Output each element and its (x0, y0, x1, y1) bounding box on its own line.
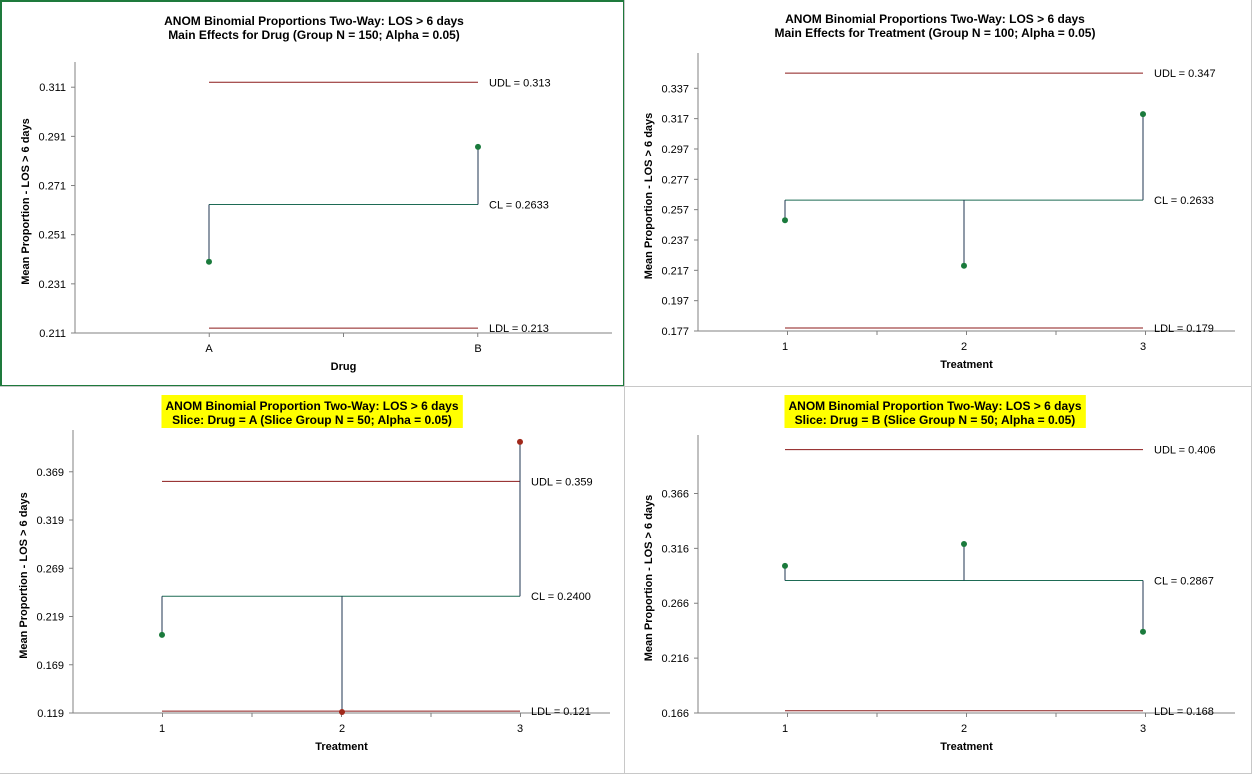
cl-label: CL = 0.2633 (489, 199, 549, 211)
y-tick-label: 0.369 (36, 467, 64, 479)
data-point (159, 631, 165, 638)
x-axis-title: Treatment (940, 741, 993, 753)
chart-subtitle: Main Effects for Drug (Group N = 150; Al… (168, 28, 460, 42)
udl-label: UDL = 0.347 (1154, 68, 1216, 80)
cl-label: CL = 0.2633 (1154, 195, 1214, 207)
y-tick-label: 0.211 (39, 328, 66, 340)
x-tick-label: 3 (1140, 723, 1146, 735)
x-tick-label: A (205, 343, 213, 355)
chart-panel-treatment-main-effects: ANOM Binomial Proportions Two-Way: LOS >… (625, 0, 1252, 387)
y-axis-title: Mean Proportion - LOS > 6 days (18, 492, 30, 659)
anom-chart-1: ANOM Binomial Proportions Two-Way: LOS >… (643, 12, 1235, 371)
y-tick-label: 0.177 (661, 326, 689, 338)
chart-subtitle: Slice: Drug = B (Slice Group N = 50; Alp… (795, 413, 1076, 427)
y-tick-label: 0.317 (661, 114, 689, 126)
horizontal-divider (0, 386, 1252, 387)
data-point (961, 262, 967, 269)
y-tick-label: 0.297 (661, 144, 689, 156)
x-tick-label: B (474, 343, 481, 355)
y-tick-label: 0.316 (661, 543, 689, 555)
y-tick-label: 0.197 (661, 296, 689, 308)
ldl-label: LDL = 0.179 (1154, 323, 1214, 335)
y-tick-label: 0.231 (38, 279, 66, 291)
chart-subtitle: Slice: Drug = A (Slice Group N = 50; Alp… (172, 413, 452, 427)
data-point (782, 217, 788, 224)
y-tick-label: 0.166 (661, 708, 689, 720)
x-tick-label: 1 (782, 341, 788, 353)
y-tick-label: 0.169 (36, 660, 64, 672)
y-axis-title: Mean Proportion - LOS > 6 days (643, 113, 655, 280)
chart-title: ANOM Binomial Proportions Two-Way: LOS >… (164, 14, 464, 28)
y-tick-label: 0.337 (661, 83, 689, 95)
y-tick-label: 0.119 (37, 708, 64, 720)
data-point (782, 562, 788, 569)
y-tick-label: 0.311 (39, 82, 66, 94)
x-tick-label: 2 (961, 723, 967, 735)
data-point (1140, 111, 1146, 118)
data-point (206, 258, 212, 265)
y-tick-label: 0.291 (38, 131, 66, 143)
y-tick-label: 0.271 (38, 181, 66, 193)
x-tick-label: 2 (961, 341, 967, 353)
udl-label: UDL = 0.313 (489, 77, 551, 89)
vertical-divider (624, 0, 625, 774)
ldl-label: LDL = 0.121 (531, 706, 591, 718)
cl-label: CL = 0.2400 (531, 591, 591, 603)
x-tick-label: 2 (339, 723, 345, 735)
chart-title: ANOM Binomial Proportions Two-Way: LOS >… (785, 12, 1085, 26)
chart-title: ANOM Binomial Proportion Two-Way: LOS > … (788, 399, 1081, 413)
data-point (961, 540, 967, 547)
data-point (517, 438, 523, 445)
y-axis-title: Mean Proportion - LOS > 6 days (20, 118, 32, 285)
title-highlight (784, 395, 1086, 428)
y-tick-label: 0.277 (661, 174, 689, 186)
anom-chart-2: ANOM Binomial Proportion Two-Way: LOS > … (18, 395, 610, 753)
y-tick-label: 0.366 (661, 488, 689, 500)
x-axis-title: Treatment (315, 741, 368, 753)
y-tick-label: 0.257 (661, 205, 689, 217)
x-tick-label: 3 (517, 723, 523, 735)
chart-panel-slice-drug-b: ANOM Binomial Proportion Two-Way: LOS > … (625, 387, 1252, 774)
data-point (1140, 628, 1146, 635)
y-tick-label: 0.266 (661, 598, 689, 610)
x-tick-label: 3 (1140, 341, 1146, 353)
data-point (475, 143, 481, 150)
y-tick-label: 0.269 (36, 563, 64, 575)
data-point (339, 709, 345, 716)
anom-chart-0: ANOM Binomial Proportions Two-Way: LOS >… (20, 14, 612, 373)
udl-label: UDL = 0.359 (531, 476, 593, 488)
y-tick-label: 0.237 (661, 235, 689, 247)
udl-label: UDL = 0.406 (1154, 445, 1216, 457)
y-axis-title: Mean Proportion - LOS > 6 days (643, 495, 655, 662)
y-tick-label: 0.216 (661, 653, 689, 665)
ldl-label: LDL = 0.213 (489, 323, 549, 335)
title-highlight (161, 395, 463, 428)
chart-panel-drug-main-effects: ANOM Binomial Proportions Two-Way: LOS >… (0, 0, 625, 387)
x-axis-title: Treatment (940, 359, 993, 371)
chart-panel-slice-drug-a: ANOM Binomial Proportion Two-Way: LOS > … (0, 387, 625, 774)
anom-chart-3: ANOM Binomial Proportion Two-Way: LOS > … (643, 395, 1235, 753)
x-tick-label: 1 (782, 723, 788, 735)
x-axis-title: Drug (331, 361, 357, 373)
ldl-label: LDL = 0.168 (1154, 706, 1214, 718)
y-tick-label: 0.251 (38, 230, 66, 242)
cl-label: CL = 0.2867 (1154, 576, 1214, 588)
y-tick-label: 0.319 (36, 515, 64, 527)
y-tick-label: 0.219 (36, 612, 64, 624)
chart-title: ANOM Binomial Proportion Two-Way: LOS > … (165, 399, 458, 413)
chart-subtitle: Main Effects for Treatment (Group N = 10… (775, 26, 1096, 40)
x-tick-label: 1 (159, 723, 165, 735)
y-tick-label: 0.217 (661, 265, 689, 277)
